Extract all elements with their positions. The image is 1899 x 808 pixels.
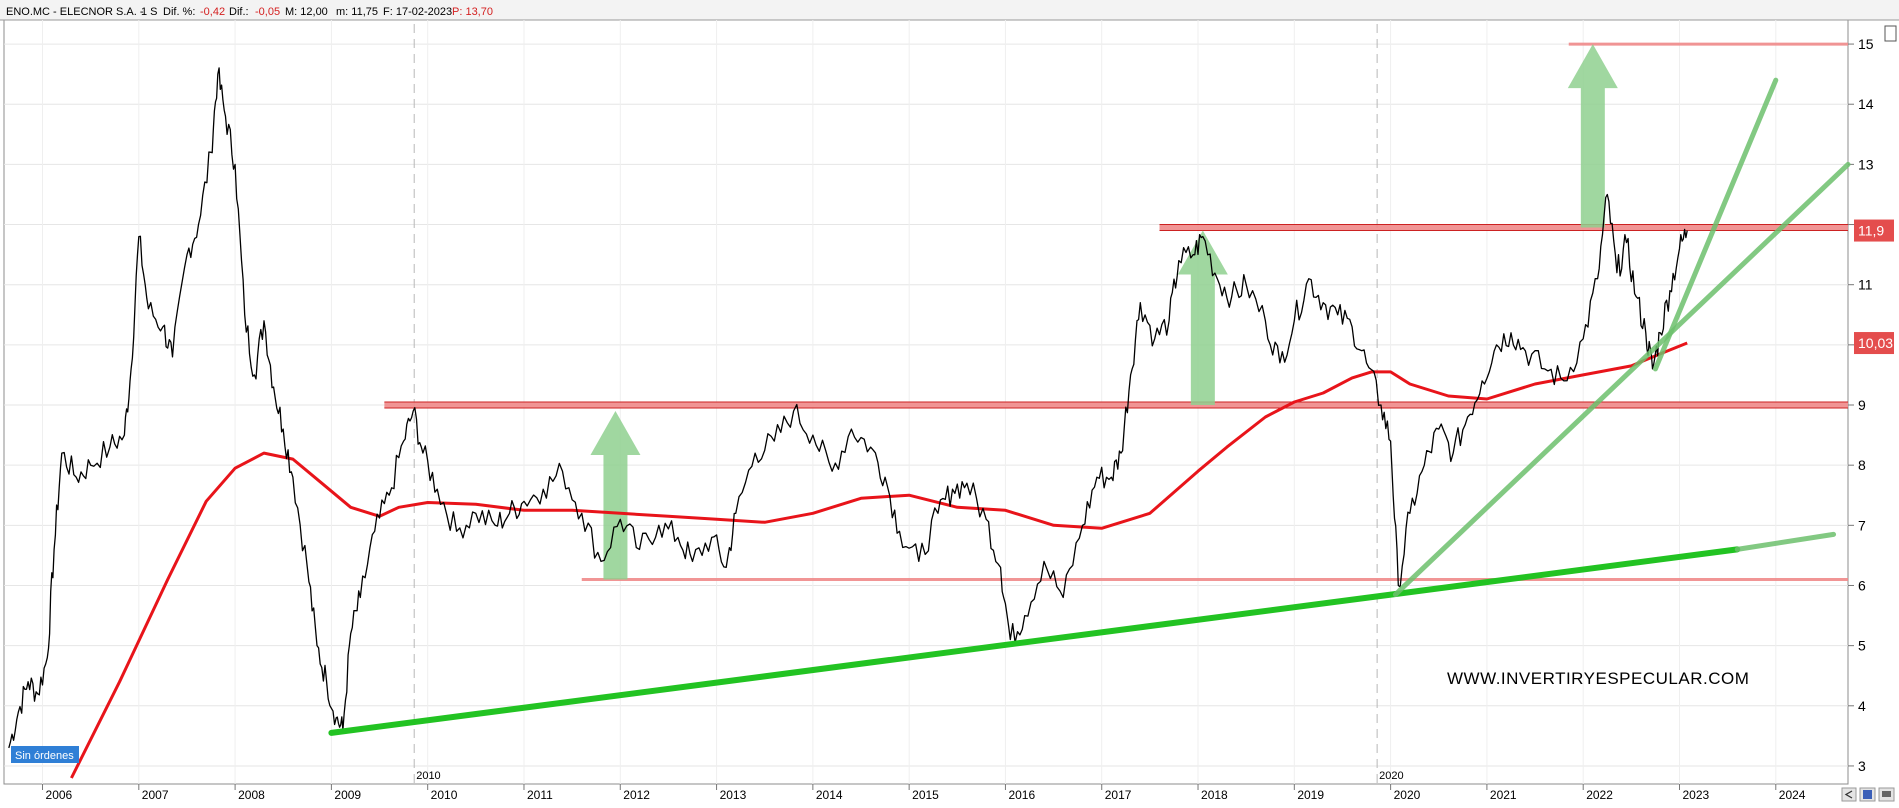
header-date: F: 17-02-2023 xyxy=(383,6,452,18)
y-tick-label: 15 xyxy=(1858,36,1874,52)
x-tick-label: 2015 xyxy=(912,788,939,802)
chevron-left-glyph xyxy=(1844,790,1853,799)
trend-line-support xyxy=(328,546,1741,736)
y-tick-label: 14 xyxy=(1858,96,1874,112)
y-tick-label: 4 xyxy=(1858,698,1866,714)
y-tick-label: 6 xyxy=(1858,577,1866,593)
y-tick-label: 9 xyxy=(1858,397,1866,413)
status-badge xyxy=(11,746,79,763)
square-icon[interactable] xyxy=(1884,25,1897,42)
price-badge-label: 10,03 xyxy=(1858,335,1893,351)
x-tick-label: 2023 xyxy=(1682,788,1709,802)
moving-average-line xyxy=(70,341,1688,779)
price-layer xyxy=(8,67,1688,749)
x-tick-label: 2016 xyxy=(1008,788,1035,802)
trend-line-support-extension xyxy=(1734,531,1837,552)
header-interval: 1 S xyxy=(141,6,158,18)
y-tick-label: 8 xyxy=(1858,457,1866,473)
x-tick-label: 2009 xyxy=(334,788,361,802)
bottom-toolbar xyxy=(1841,787,1895,802)
y-tick-label: 3 xyxy=(1858,758,1866,774)
trend-line-fan xyxy=(1392,161,1851,598)
x-tick-label: 2011 xyxy=(527,788,553,802)
y-tick-label: 7 xyxy=(1858,517,1866,533)
trend-lines xyxy=(328,77,1851,736)
trend-line-fan xyxy=(1652,77,1779,372)
price-badge-label: 11,9 xyxy=(1858,223,1884,239)
x-tick-label: 2007 xyxy=(142,788,169,802)
header-dif-pct-value: -0,42 xyxy=(200,6,225,18)
header-dif-value: -0,05 xyxy=(255,6,280,18)
price-line xyxy=(8,67,1688,749)
x-tick-label: 2018 xyxy=(1201,788,1228,802)
x-tick-label: 2008 xyxy=(238,788,265,802)
y-axis: 3456789101112131415 xyxy=(1848,36,1874,774)
save-glyph xyxy=(1863,790,1872,799)
header-symbol: ENO.MC - ELECNOR S.A. - xyxy=(6,6,144,18)
header-dif-label: Dif.: xyxy=(229,6,249,18)
x-tick-label: 2020 xyxy=(1394,788,1421,802)
decade-label: 2020 xyxy=(1379,770,1403,782)
decade-label: 2010 xyxy=(416,770,440,782)
x-axis: 2006 2007 2008 2009 2010 2011 2012 2013 2014 2015… xyxy=(42,770,1806,802)
header-price: P: 13,70 xyxy=(452,6,493,18)
header-bar xyxy=(0,0,1899,20)
print-glyph xyxy=(1882,791,1891,797)
grid xyxy=(4,20,1848,784)
x-tick-label: 2024 xyxy=(1779,788,1806,802)
watermark: WWW.INVERTIRYESPECULAR.COM xyxy=(1447,669,1749,688)
header-min: m: 11,75 xyxy=(336,6,378,18)
x-tick-label: 2021 xyxy=(1490,788,1517,802)
chevron-left-icon[interactable] xyxy=(1841,787,1857,802)
header-dif-pct-label: Dif. %: xyxy=(163,6,195,18)
x-tick-label: 2014 xyxy=(816,788,843,802)
y-tick-label: 11 xyxy=(1858,277,1873,293)
x-tick-label: 2013 xyxy=(720,788,747,802)
x-tick-label: 2006 xyxy=(46,788,73,802)
moving-average-layer xyxy=(70,341,1688,779)
x-tick-label: 2012 xyxy=(623,788,650,802)
status-badge-label: Sin órdenes xyxy=(15,750,74,762)
horizontal-levels xyxy=(384,42,1848,581)
target-arrow xyxy=(590,411,641,580)
target-arrow xyxy=(1567,44,1618,228)
x-tick-label: 2022 xyxy=(1586,788,1613,802)
price-badge xyxy=(1854,332,1894,355)
price-badges: 11,9 10,03 xyxy=(1854,219,1894,355)
x-tick-label: 2017 xyxy=(1105,788,1132,802)
y-tick-label: 5 xyxy=(1858,638,1866,654)
y-tick-label: 13 xyxy=(1858,156,1874,172)
x-tick-label: 2010 xyxy=(431,788,458,802)
x-tick-label: 2019 xyxy=(1297,788,1324,802)
price-badge xyxy=(1854,219,1894,242)
header-max: M: 12,00 xyxy=(285,6,328,18)
